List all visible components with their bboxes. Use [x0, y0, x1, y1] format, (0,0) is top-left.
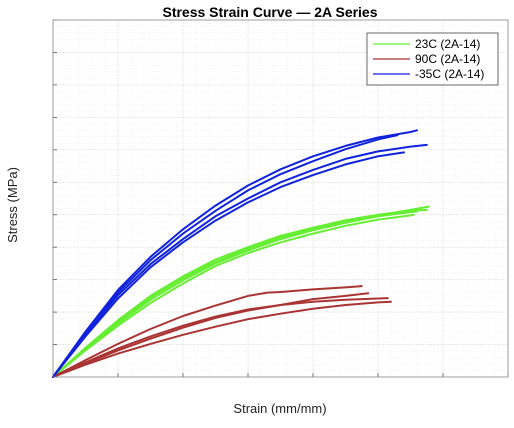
series-1-curve-3 — [52, 297, 389, 378]
series-2-curve-3 — [52, 134, 399, 378]
series-1-curve-1 — [52, 292, 370, 378]
series-0-curve-3 — [52, 205, 430, 378]
legend-label: 90C (2A-14) — [415, 52, 480, 66]
x-axis-label: Strain (mm/mm) — [233, 401, 326, 416]
series-2-curve-0 — [52, 143, 428, 378]
legend-label: -35C (2A-14) — [415, 67, 484, 81]
legend: 23C (2A-14)90C (2A-14)-35C (2A-14) — [366, 32, 499, 86]
y-axis-label: Stress (MPa) — [5, 167, 20, 243]
chart-title: Stress Strain Curve — 2A Series — [162, 4, 377, 20]
legend-label: 23C (2A-14) — [415, 37, 480, 51]
series-1-curve-0 — [52, 300, 392, 378]
series-0-curve-2 — [52, 213, 415, 378]
series-2-curve-2 — [52, 151, 405, 378]
plot-border — [52, 19, 509, 378]
data-curves — [52, 129, 430, 378]
series-1-curve-2 — [52, 285, 363, 378]
series-2-curve-1 — [52, 129, 418, 378]
